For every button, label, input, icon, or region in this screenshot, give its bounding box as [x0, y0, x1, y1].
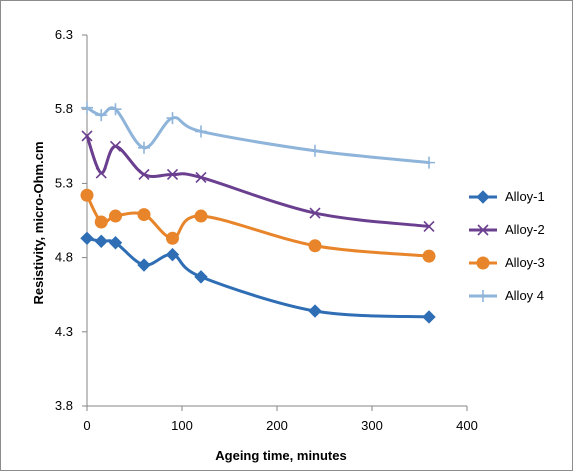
marker-x: [109, 140, 122, 152]
marker-diamond: [94, 234, 108, 248]
x-tick-label: 0: [83, 418, 90, 433]
marker-plus: [109, 103, 122, 116]
legend-label: Alloy-1: [505, 189, 545, 204]
marker-plus: [477, 290, 489, 302]
marker-plus: [138, 141, 150, 154]
marker-circle: [194, 209, 208, 223]
marker-diamond: [194, 270, 208, 284]
legend-item: Alloy 4: [469, 288, 544, 303]
x-tick-label: 400: [456, 418, 478, 433]
marker-x: [138, 168, 150, 181]
marker-x: [195, 171, 207, 184]
x-axis-title: Ageing time, minutes: [215, 448, 346, 463]
x-tick-label: 200: [266, 418, 288, 433]
marker-diamond: [137, 258, 151, 272]
marker-plus: [166, 112, 179, 125]
y-tick-label: 5.8: [55, 101, 73, 116]
series-alloy-3: [80, 188, 436, 263]
series-alloy-4: [81, 101, 435, 169]
marker-circle: [94, 215, 108, 229]
marker-circle: [166, 231, 179, 245]
legend-label: Alloy-2: [505, 222, 545, 237]
marker-diamond: [422, 310, 436, 324]
marker-circle: [80, 188, 94, 202]
marker-diamond: [108, 236, 123, 250]
series-layer: [80, 101, 436, 324]
legend-item: Alloy-2: [469, 222, 545, 237]
y-tick-label: 4.3: [55, 324, 73, 339]
marker-circle: [137, 208, 151, 222]
marker-x: [423, 220, 435, 233]
marker-x: [95, 167, 107, 179]
marker-circle: [308, 239, 322, 253]
y-tick-label: 4.8: [55, 250, 73, 265]
y-tick-label: 5.3: [55, 175, 73, 190]
series-alloy-2: [81, 130, 435, 233]
series-line: [85, 236, 431, 319]
marker-plus: [309, 144, 321, 157]
series-line: [85, 106, 431, 165]
legend-item: Alloy-1: [469, 189, 545, 204]
series-alloy-1: [80, 231, 436, 324]
x-tick-label: 100: [171, 418, 193, 433]
marker-plus: [423, 156, 435, 169]
marker-x: [477, 224, 489, 236]
y-axis-title: Resistivity, micro-Ohm.cm: [31, 141, 46, 304]
series-line: [85, 193, 431, 258]
y-tick-label: 6.3: [55, 27, 73, 42]
marker-diamond: [165, 247, 180, 262]
marker-plus: [81, 101, 93, 114]
x-tick-label: 300: [361, 418, 383, 433]
marker-x: [166, 168, 179, 181]
legend-item: Alloy-3: [469, 255, 545, 270]
marker-plus: [95, 109, 108, 122]
legend-label: Alloy 4: [505, 288, 544, 303]
legend-layer: Alloy-1 Alloy-2 Alloy-3 Alloy 4: [469, 189, 545, 303]
marker-x: [309, 207, 321, 219]
y-tick-label: 3.8: [55, 398, 73, 413]
marker-circle: [109, 209, 122, 223]
marker-diamond: [80, 231, 94, 246]
marker-circle: [476, 256, 490, 270]
marker-plus: [195, 125, 207, 138]
axes-layer: 3.8 4.3 4.8 5.3 5.8 6.3 0 100 200 300 400: [55, 27, 478, 433]
legend-label: Alloy-3: [505, 255, 545, 270]
marker-x: [81, 130, 93, 142]
marker-circle: [422, 249, 436, 263]
marker-diamond: [308, 304, 322, 318]
marker-diamond: [476, 190, 490, 204]
